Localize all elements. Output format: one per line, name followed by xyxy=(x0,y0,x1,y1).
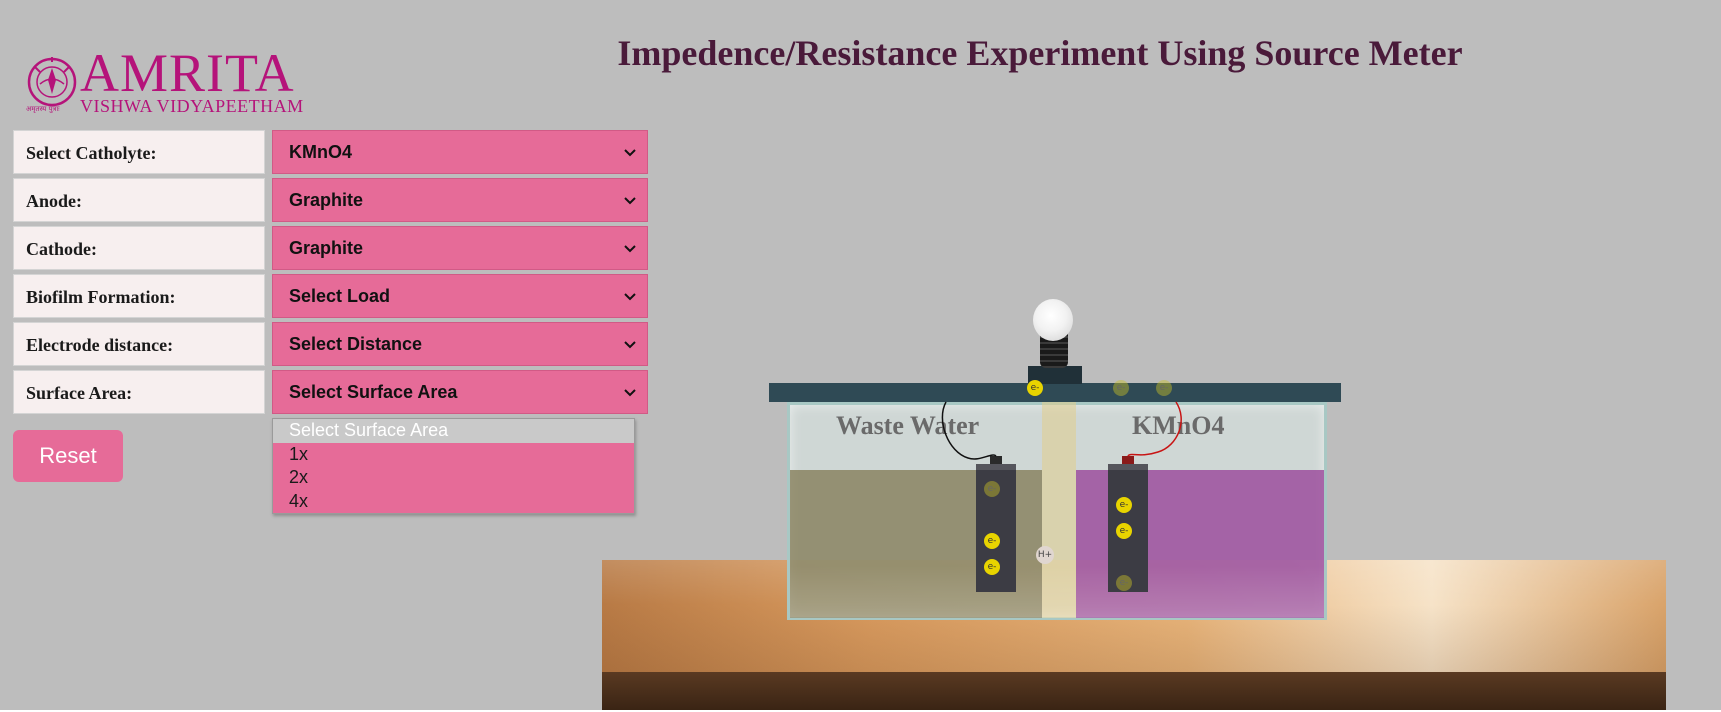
amrita-logo: AMRITA VISHWA VIDYAPEETHAM अमृतस्य पुत्र… xyxy=(26,46,306,118)
cathode-label: Cathode: xyxy=(13,226,265,270)
logo-subtitle: VISHWA VIDYAPEETHAM xyxy=(80,96,304,116)
electron-particle: e- xyxy=(1113,380,1129,396)
chevron-down-icon xyxy=(624,293,636,301)
electron-particle: e- xyxy=(1116,497,1132,513)
logo-tagline: अमृतस्य पुत्राः xyxy=(26,105,60,113)
catholyte-select-value: KMnO4 xyxy=(289,142,352,162)
dropdown-option-4x[interactable]: 4x xyxy=(289,490,309,511)
cathode-select-value: Graphite xyxy=(289,238,364,258)
chevron-down-icon xyxy=(624,389,636,397)
form-row-cathode: Cathode: Graphite xyxy=(13,226,648,272)
chevron-down-icon xyxy=(624,197,636,205)
biofilm-select-value: Select Load xyxy=(289,286,391,306)
form-row-anode: Anode: Graphite xyxy=(13,178,648,224)
electron-particle: e- xyxy=(984,481,1000,497)
amrita-emblem-icon xyxy=(27,57,77,107)
form-row-biofilm: Biofilm Formation: Select Load xyxy=(13,274,648,320)
surface-area-select[interactable]: Select Surface Area xyxy=(272,370,648,414)
proton-particle: H+ xyxy=(1036,546,1054,564)
surface-area-label: Surface Area: xyxy=(13,370,265,414)
electrode-distance-label: Electrode distance: xyxy=(13,322,265,366)
dropdown-option-2x[interactable]: 2x xyxy=(289,467,309,487)
anode-chamber-label: Waste Water xyxy=(836,411,980,440)
page-title: Impedence/Resistance Experiment Using So… xyxy=(617,33,1463,73)
reset-button[interactable]: Reset xyxy=(13,430,123,482)
cathode-terminal xyxy=(1122,456,1134,464)
cathode-select[interactable]: Graphite xyxy=(272,226,648,270)
surface-area-dropdown-list: Select Surface Area 1x 2x 4x xyxy=(272,418,635,514)
chevron-down-icon xyxy=(624,341,636,349)
anode-terminal xyxy=(990,456,1002,464)
anode-select[interactable]: Graphite xyxy=(272,178,648,222)
biofilm-select[interactable]: Select Load xyxy=(272,274,648,318)
chevron-down-icon xyxy=(624,245,636,253)
biofilm-label: Biofilm Formation: xyxy=(13,274,265,318)
tank-lid xyxy=(769,383,1341,402)
form-row-catholyte: Select Catholyte: KMnO4 xyxy=(13,130,648,176)
logo-wordmark: AMRITA xyxy=(80,43,295,103)
electrode-distance-select-value: Select Distance xyxy=(289,334,423,354)
catholyte-select[interactable]: KMnO4 xyxy=(272,130,648,174)
chevron-down-icon xyxy=(624,149,636,157)
tank-floor xyxy=(790,566,1324,618)
dropdown-option-select-surface-area[interactable]: Select Surface Area xyxy=(273,419,634,443)
light-bulb-icon xyxy=(1033,299,1073,341)
anode-label: Anode: xyxy=(13,178,265,222)
form-row-surface-area: Surface Area: Select Surface Area xyxy=(13,370,648,416)
dropdown-option-1x[interactable]: 1x xyxy=(289,443,309,464)
electrode-distance-select[interactable]: Select Distance xyxy=(272,322,648,366)
surface-area-select-value: Select Surface Area xyxy=(289,382,458,402)
catholyte-label: Select Catholyte: xyxy=(13,130,265,174)
cathode-chamber-label: KMnO4 xyxy=(1132,411,1225,440)
electron-particle: e- xyxy=(1156,380,1172,396)
form-row-electrode-distance: Electrode distance: Select Distance xyxy=(13,322,648,368)
electron-particle: e- xyxy=(1027,380,1043,396)
anode-select-value: Graphite xyxy=(289,190,364,210)
proton-exchange-membrane xyxy=(1042,402,1076,618)
electron-particle: e- xyxy=(1116,575,1132,591)
page-bottom-edge xyxy=(0,710,1721,712)
bulb-holder xyxy=(1028,366,1082,384)
electron-particle: e- xyxy=(1116,523,1132,539)
electron-particle: e- xyxy=(984,559,1000,575)
electron-particle: e- xyxy=(984,533,1000,549)
table-front xyxy=(602,672,1666,710)
